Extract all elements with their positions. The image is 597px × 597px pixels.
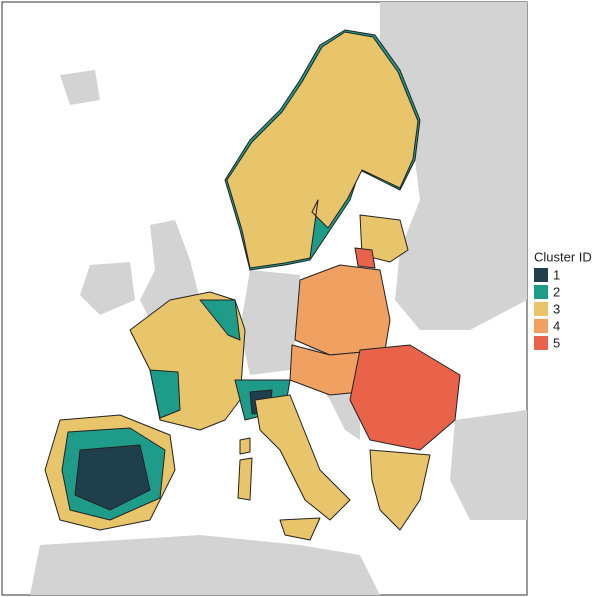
region [239,437,251,455]
legend-label: 4 [553,318,560,333]
region [254,394,351,521]
legend-label: 3 [553,301,560,316]
region [237,457,253,501]
land [380,2,527,330]
land [140,220,200,320]
region [74,444,151,511]
region [354,247,376,269]
legend-swatch [534,302,548,316]
legend-swatch [534,336,548,350]
legend-swatch [534,268,548,282]
land [450,410,527,520]
region [226,31,419,269]
legend-swatch [534,285,548,299]
region [369,449,431,531]
land [240,270,300,375]
land [60,70,100,105]
region [279,517,321,541]
region [149,369,181,419]
land [30,535,380,595]
region [199,299,241,341]
legend-label: 2 [553,284,560,299]
region [349,344,461,451]
regions [44,29,461,541]
legend-title: Cluster ID [534,249,592,264]
background-land [30,2,527,595]
legend-swatch [534,319,548,333]
legend-label: 1 [553,267,560,282]
legend-label: 5 [553,335,560,350]
region [294,264,391,356]
legend: 1 2 3 4 5 [534,267,560,350]
land [80,262,135,315]
